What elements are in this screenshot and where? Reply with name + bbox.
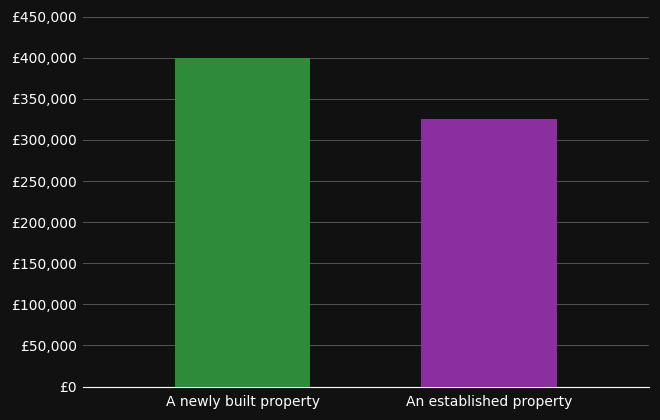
- Bar: [421, 119, 556, 386]
- Bar: [175, 58, 310, 386]
